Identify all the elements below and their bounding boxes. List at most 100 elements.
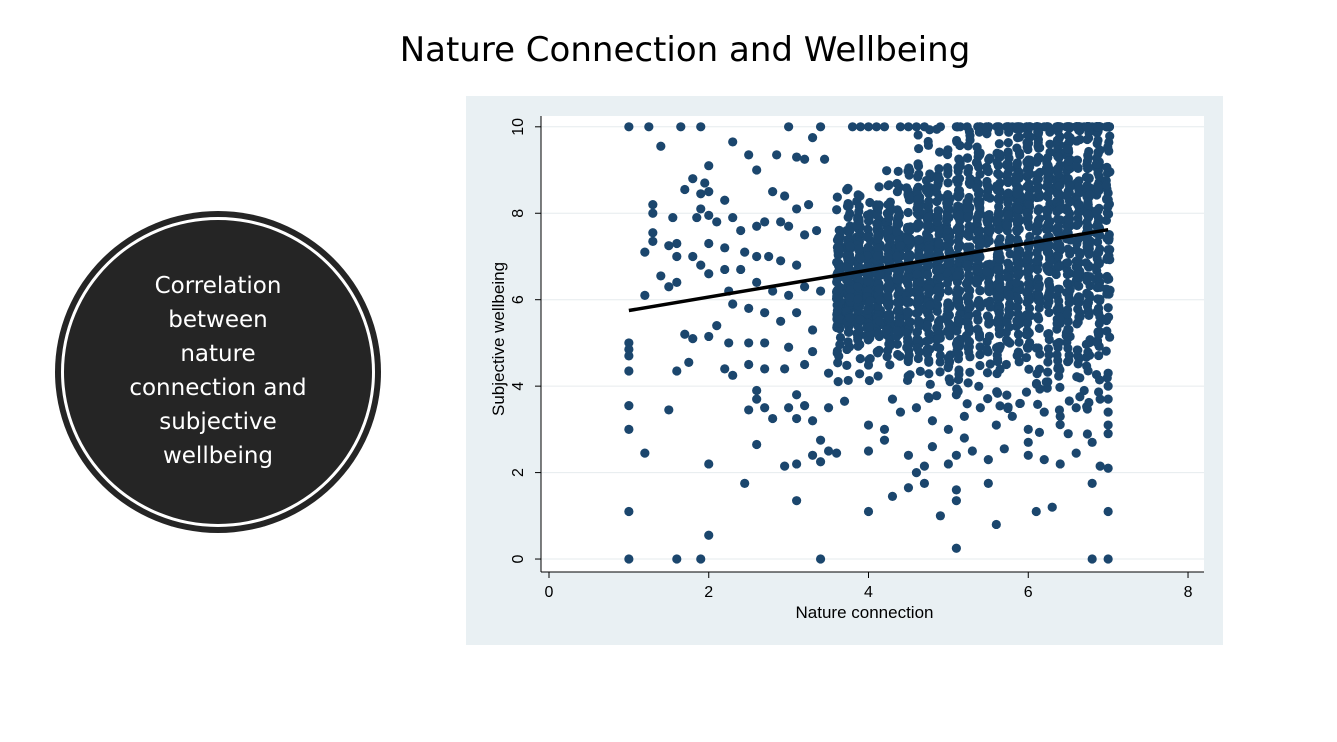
scatter-point — [1015, 150, 1025, 160]
y-tick-label: 10 — [510, 118, 527, 136]
scatter-point — [1033, 205, 1043, 216]
scatter-point — [1091, 206, 1102, 216]
scatter-point — [704, 269, 714, 279]
scatter-point — [1002, 220, 1012, 231]
scatter-point — [819, 154, 830, 164]
scatter-point — [941, 314, 952, 324]
scatter-point — [1054, 405, 1065, 415]
scatter-point — [883, 225, 893, 236]
scatter-point — [744, 405, 754, 415]
scatter-point — [965, 179, 975, 190]
scatter-point — [913, 194, 923, 204]
scatter-point — [842, 360, 852, 370]
scatter-point — [982, 344, 992, 354]
scatter-point — [720, 243, 730, 253]
scatter-point — [995, 282, 1005, 293]
scatter-point — [1033, 219, 1043, 229]
scatter-point — [1034, 290, 1044, 301]
scatter-point — [1042, 243, 1052, 254]
scatter-point — [954, 173, 964, 183]
scatter-point — [1054, 262, 1064, 272]
scatter-point — [831, 448, 842, 458]
scatter-point — [984, 282, 994, 293]
scatter-point — [853, 335, 863, 345]
scatter-point — [1101, 346, 1111, 356]
scatter-point — [1084, 337, 1095, 348]
scatter-point — [720, 264, 730, 275]
scatter-chart: 0 2 4 6 8 0 2 4 6 8 10 Nature connection Subjective … — [489, 116, 1204, 622]
scatter-point — [1014, 349, 1024, 359]
scatter-point — [1082, 217, 1092, 227]
scatter-point — [883, 311, 893, 322]
scatter-point — [1053, 285, 1064, 295]
scatter-point — [892, 339, 902, 349]
scatter-point — [975, 169, 985, 179]
scatter-point — [1071, 403, 1081, 413]
scatter-point — [924, 329, 934, 339]
scatter-point — [945, 331, 955, 341]
scatter-point — [952, 277, 963, 287]
scatter-point — [1084, 173, 1094, 183]
scatter-point — [1053, 151, 1063, 162]
scatter-point — [882, 299, 893, 309]
scatter-point — [994, 194, 1004, 204]
scatter-point — [744, 150, 754, 160]
scatter-point — [832, 205, 842, 215]
scatter-point — [952, 326, 962, 336]
scatter-point — [991, 420, 1001, 430]
scatter-point — [1004, 289, 1014, 300]
scatter-point — [800, 400, 810, 411]
scatter-point — [807, 416, 818, 426]
scatter-point — [924, 243, 934, 254]
scatter-point — [1022, 288, 1032, 298]
scatter-point — [1054, 296, 1064, 306]
scatter-point — [892, 178, 902, 189]
scatter-point — [1103, 381, 1113, 391]
scatter-point — [624, 400, 634, 411]
scatter-point — [1092, 337, 1102, 348]
scatter-point — [952, 122, 963, 132]
scatter-point — [853, 307, 864, 317]
scatter-point — [768, 286, 778, 296]
scatter-point — [992, 354, 1003, 364]
scatter-point — [1083, 199, 1093, 210]
scatter-point — [752, 385, 762, 396]
scatter-point — [953, 201, 963, 211]
scatter-point — [803, 200, 814, 210]
scatter-point — [696, 260, 706, 270]
scatter-point — [845, 254, 855, 264]
scatter-point — [1082, 122, 1092, 132]
scatter-point — [752, 165, 762, 175]
scatter-point — [945, 377, 955, 387]
scatter-point — [760, 217, 770, 227]
scatter-point — [863, 446, 874, 456]
scatter-point — [902, 306, 913, 317]
scatter-point — [784, 290, 794, 300]
scatter-point — [1022, 181, 1032, 192]
scatter-point — [1053, 135, 1063, 146]
scatter-point — [1011, 250, 1022, 260]
scatter-point — [1023, 138, 1034, 148]
scatter-point — [1093, 135, 1103, 145]
scatter-point — [954, 154, 964, 164]
y-tick-label: 4 — [510, 382, 527, 391]
scatter-point — [854, 369, 865, 379]
scatter-point — [1103, 142, 1113, 152]
scatter-point — [1065, 197, 1075, 207]
scatter-point — [1055, 190, 1065, 200]
scatter-point — [952, 137, 962, 147]
scatter-point — [744, 338, 754, 348]
scatter-point — [815, 435, 826, 445]
scatter-point — [1055, 204, 1065, 215]
x-tick-label: 6 — [1024, 584, 1033, 601]
scatter-point — [833, 243, 844, 254]
scatter-point — [879, 435, 890, 445]
scatter-point — [1024, 169, 1034, 179]
scatter-point — [911, 467, 922, 478]
scatter-point — [911, 122, 922, 132]
scatter-point — [1042, 167, 1053, 177]
scatter-point — [760, 403, 770, 413]
y-axis-title: Subjective wellbeing — [489, 262, 508, 416]
scatter-point — [792, 152, 802, 162]
scatter-point — [942, 268, 952, 278]
